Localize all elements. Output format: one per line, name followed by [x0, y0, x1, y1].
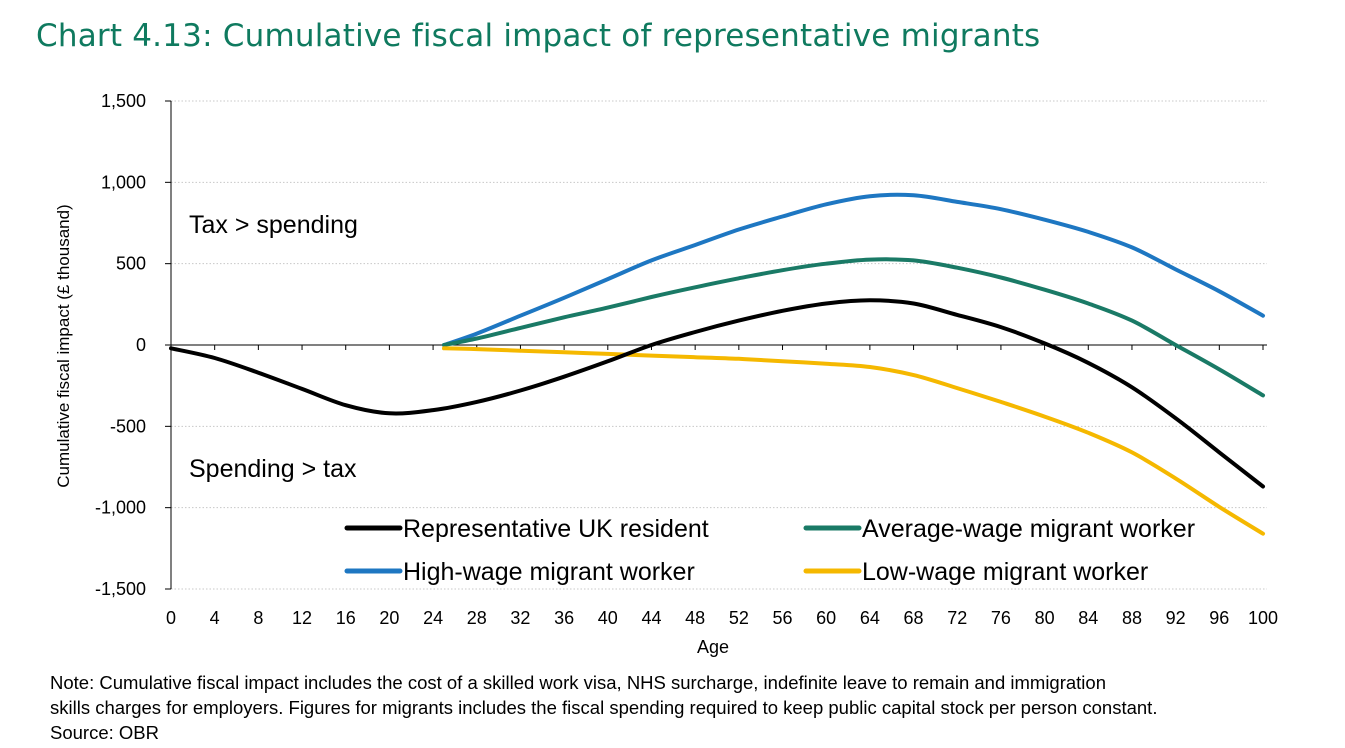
x-tick-label: 96 — [1209, 608, 1229, 628]
y-tick-label: -1,500 — [95, 579, 146, 599]
x-tick-label: 80 — [1035, 608, 1055, 628]
annotation-tax-greater-than-spending: Tax > spending — [189, 211, 358, 239]
x-tick-label: 4 — [210, 608, 220, 628]
note-source: Source: OBR — [50, 722, 159, 743]
x-tick-label: 48 — [685, 608, 705, 628]
legend-label-low-wage-migrant-worker: Low-wage migrant worker — [862, 558, 1148, 586]
x-tick-label: 36 — [554, 608, 574, 628]
annotation-spending-greater-than-tax: Spending > tax — [189, 455, 357, 483]
note-line-1: Note: Cumulative fiscal impact includes … — [50, 672, 1106, 693]
x-tick-label: 20 — [379, 608, 399, 628]
y-tick-label: 500 — [116, 254, 146, 274]
x-tick-label: 32 — [510, 608, 530, 628]
x-tick-label: 92 — [1166, 608, 1186, 628]
y-tick-label: 0 — [136, 335, 146, 355]
x-tick-label: 16 — [336, 608, 356, 628]
x-tick-label: 76 — [991, 608, 1011, 628]
gridlines — [171, 100, 1267, 590]
x-axis-label: Age — [697, 637, 729, 657]
note-line-2: skills charges for employers. Figures fo… — [50, 697, 1158, 718]
chart-title: Chart 4.13: Cumulative fiscal impact of … — [36, 18, 1041, 54]
legend-label-high-wage-migrant-worker: High-wage migrant worker — [403, 558, 695, 586]
y-tick-label: 1,500 — [101, 91, 146, 111]
legend-label-representative-uk-resident: Representative UK resident — [403, 515, 709, 543]
series-line-representative-uk-resident — [169, 298, 1265, 489]
x-tick-label: 0 — [166, 608, 176, 628]
legend: Representative UK resident Average-wage m… — [344, 515, 1195, 586]
x-tick-label: 56 — [773, 608, 793, 628]
x-tick-label: 40 — [598, 608, 618, 628]
x-tick-label: 44 — [641, 608, 661, 628]
x-tick-label: 28 — [467, 608, 487, 628]
y-axis-label: Cumulative fiscal impact (£ thousand) — [54, 204, 73, 487]
y-tick-label: -500 — [110, 416, 146, 436]
y-tick-label: 1,000 — [101, 172, 146, 192]
x-tick-label: 100 — [1248, 608, 1278, 628]
x-tick-label: 12 — [292, 608, 312, 628]
x-tick-label: 84 — [1078, 608, 1098, 628]
chart-note: Note: Cumulative fiscal impact includes … — [50, 670, 1157, 745]
y-tick-label: -1,000 — [95, 498, 146, 518]
legend-label-average-wage-migrant-worker: Average-wage migrant worker — [862, 515, 1195, 543]
x-tick-label: 68 — [904, 608, 924, 628]
x-tick-label: 72 — [947, 608, 967, 628]
x-tick-label: 8 — [253, 608, 263, 628]
series-line-low-wage-migrant-worker — [442, 346, 1265, 536]
series-lines — [169, 192, 1265, 536]
x-tick-label: 52 — [729, 608, 749, 628]
x-tick-label: 64 — [860, 608, 880, 628]
x-tick-label: 88 — [1122, 608, 1142, 628]
series-line-high-wage-migrant-worker — [442, 192, 1265, 347]
series-line-average-wage-migrant-worker — [442, 257, 1265, 398]
x-tick-label: 24 — [423, 608, 443, 628]
x-tick-label: 60 — [816, 608, 836, 628]
